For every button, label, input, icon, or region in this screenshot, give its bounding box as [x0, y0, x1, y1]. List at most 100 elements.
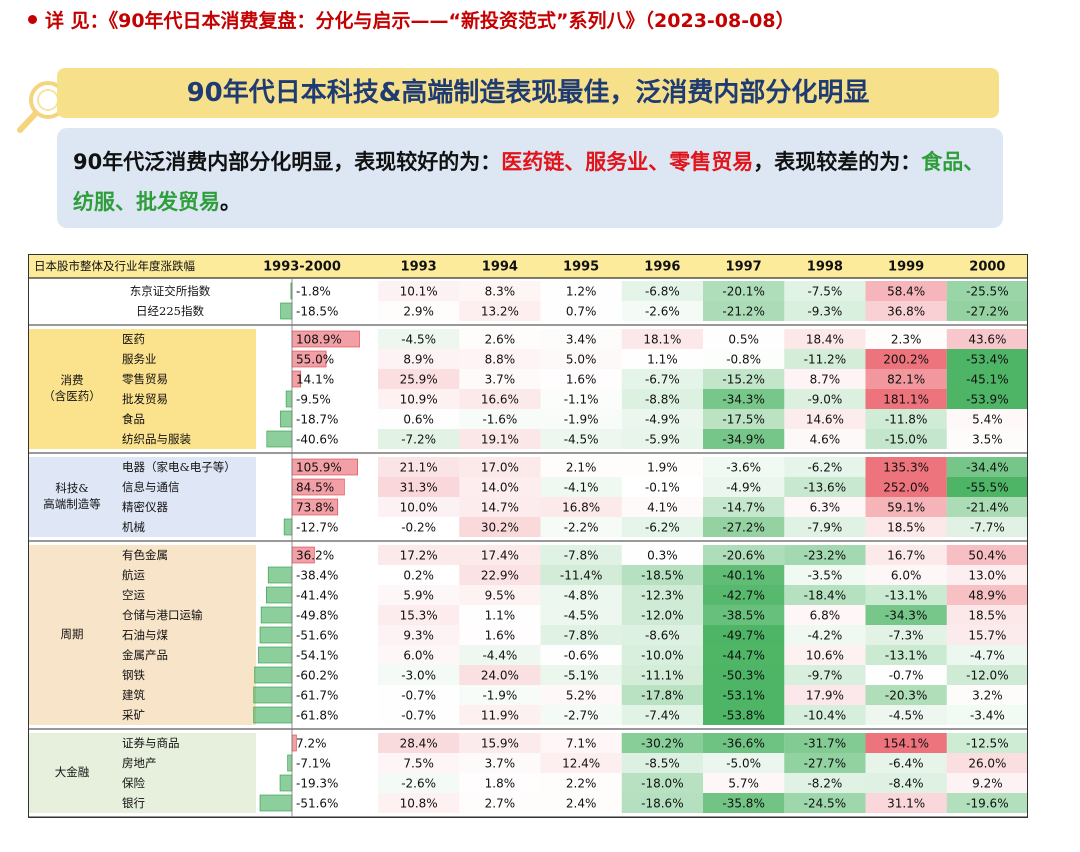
heatmap-cell [378, 645, 460, 665]
heatmap-cell [378, 605, 460, 625]
group-label: 消费 [61, 373, 84, 387]
data-label-total: -51.6% [296, 797, 338, 811]
data-label: -6.8% [645, 285, 680, 299]
heatmap-cell [865, 389, 947, 409]
row-name: 批发贸易 [122, 392, 168, 406]
data-label: 6.0% [403, 649, 434, 663]
data-label: -1.6% [482, 413, 517, 427]
data-label: -5.0% [726, 757, 761, 771]
data-label: -1.9% [482, 689, 517, 703]
heatmap-cell [865, 369, 947, 389]
heatmap-cell [540, 705, 622, 725]
group-label-bg [28, 733, 256, 813]
data-label: 15.3% [400, 609, 438, 623]
heatmap-cell [540, 497, 622, 517]
data-label: -50.3% [722, 669, 764, 683]
data-label-total: -61.8% [296, 709, 338, 723]
data-label: -4.2% [807, 629, 842, 643]
heatmap-cell [703, 389, 785, 409]
heatmap-cell [865, 281, 947, 301]
table-header-row: 日本股市整体及行业年度涨跌幅 1993-2000 1993 1994 1995 1996 1… [28, 254, 1028, 278]
data-label: 0.3% [647, 549, 678, 563]
heatmap-cell [946, 753, 1028, 773]
heatmap-cell [784, 349, 866, 369]
table-row: 信息与通信 84.5% 31.3% 14.0% -4.1% -0.1% -4.9% -13.6… [122, 477, 1028, 497]
source-citation-text: 详 见：《90年代日本消费复盘：分化与启示——“新投资范式”系列八》（2023-… [45, 10, 795, 32]
data-label: 0.5% [728, 333, 759, 347]
data-label: 1.2% [566, 285, 597, 299]
data-label: 16.7% [887, 549, 925, 563]
heatmap-cell [540, 605, 622, 625]
heatmap-cell [784, 733, 866, 753]
data-label: -18.6% [641, 797, 683, 811]
heatmap-cell [703, 457, 785, 477]
heatmap-cell [865, 645, 947, 665]
data-bar-negative [259, 626, 293, 644]
data-label: 6.3% [810, 501, 841, 515]
data-label: 3.7% [485, 373, 516, 387]
heatmap-cell [865, 565, 947, 585]
heatmap-cell [621, 389, 703, 409]
data-label: -1.1% [564, 393, 599, 407]
heatmap-cell [865, 585, 947, 605]
data-label-total: 14.1% [296, 373, 334, 387]
heatmap-cell [621, 753, 703, 773]
data-label: -18.0% [641, 777, 683, 791]
heatmap-cell [946, 457, 1028, 477]
row-name: 金属产品 [122, 648, 168, 662]
heatmap-cell [378, 793, 460, 813]
data-label: -44.7% [722, 649, 764, 663]
table-border [28, 254, 1028, 818]
data-label: 1.6% [566, 373, 597, 387]
data-bar-negative [260, 606, 293, 624]
table-row: 银行 -51.6% 10.8% 2.7% 2.4% -18.6% -35.8% -24.5% 3… [122, 793, 1028, 813]
data-label: 14.7% [481, 501, 519, 515]
data-label: -19.6% [966, 797, 1008, 811]
data-label: -15.2% [722, 373, 764, 387]
heatmap-cell [703, 429, 785, 449]
data-label: 181.1% [883, 393, 929, 407]
data-label-total: -49.8% [296, 609, 338, 623]
data-label: -53.1% [722, 689, 764, 703]
heatmap-cell [946, 349, 1028, 369]
data-bar-negative [283, 518, 293, 536]
row-name: 电器（家电&电子等） [122, 460, 236, 474]
heatmap-cell [784, 685, 866, 705]
table-row: 日经225指数 -18.5% 2.9% 13.2% 0.7% -2.6% -21.2% -9.… [136, 301, 1028, 321]
data-label: -4.5% [401, 333, 436, 347]
heatmap-cell [784, 625, 866, 645]
data-label: -35.8% [722, 797, 764, 811]
heatmap-cell [459, 281, 541, 301]
data-label: 3.7% [485, 757, 516, 771]
data-label: -13.1% [885, 649, 927, 663]
data-label-total: -18.5% [296, 305, 338, 319]
heatmap-cell [946, 497, 1028, 517]
table-group: 消费 （含医药） 医药 108.9% -4.5% 2.6% 3.4% 18.1% 0.5% 18.… [28, 329, 1028, 449]
sector-return-table: 日本股市整体及行业年度涨跌幅 1993-2000 1993 1994 1995 1996 1… [28, 254, 1028, 818]
heatmap-cell [621, 281, 703, 301]
heatmap-cell [540, 429, 622, 449]
data-label: -17.5% [722, 413, 764, 427]
summary-suffix: 。 [220, 190, 241, 214]
data-label: -7.7% [970, 521, 1005, 535]
data-label: -53.8% [722, 709, 764, 723]
heatmap-cell [621, 585, 703, 605]
data-label: -6.4% [889, 757, 924, 771]
data-label: -9.0% [807, 393, 842, 407]
heatmap-cell [459, 705, 541, 725]
data-label: 2.3% [891, 333, 922, 347]
column-header: 1996 [644, 260, 680, 275]
heatmap-cell [865, 625, 947, 645]
data-bar-negative [266, 430, 293, 448]
heatmap-cell [459, 565, 541, 585]
data-label: -13.6% [804, 481, 846, 495]
data-label: 10.0% [400, 501, 438, 515]
heatmap-cell [621, 685, 703, 705]
data-label-total: -18.7% [296, 413, 338, 427]
data-label: 2.4% [566, 797, 597, 811]
data-label: 5.2% [566, 689, 597, 703]
row-name: 建筑 [122, 688, 145, 702]
row-name: 信息与通信 [122, 480, 180, 494]
data-label-total: -1.8% [296, 285, 331, 299]
data-label: -24.5% [804, 797, 846, 811]
